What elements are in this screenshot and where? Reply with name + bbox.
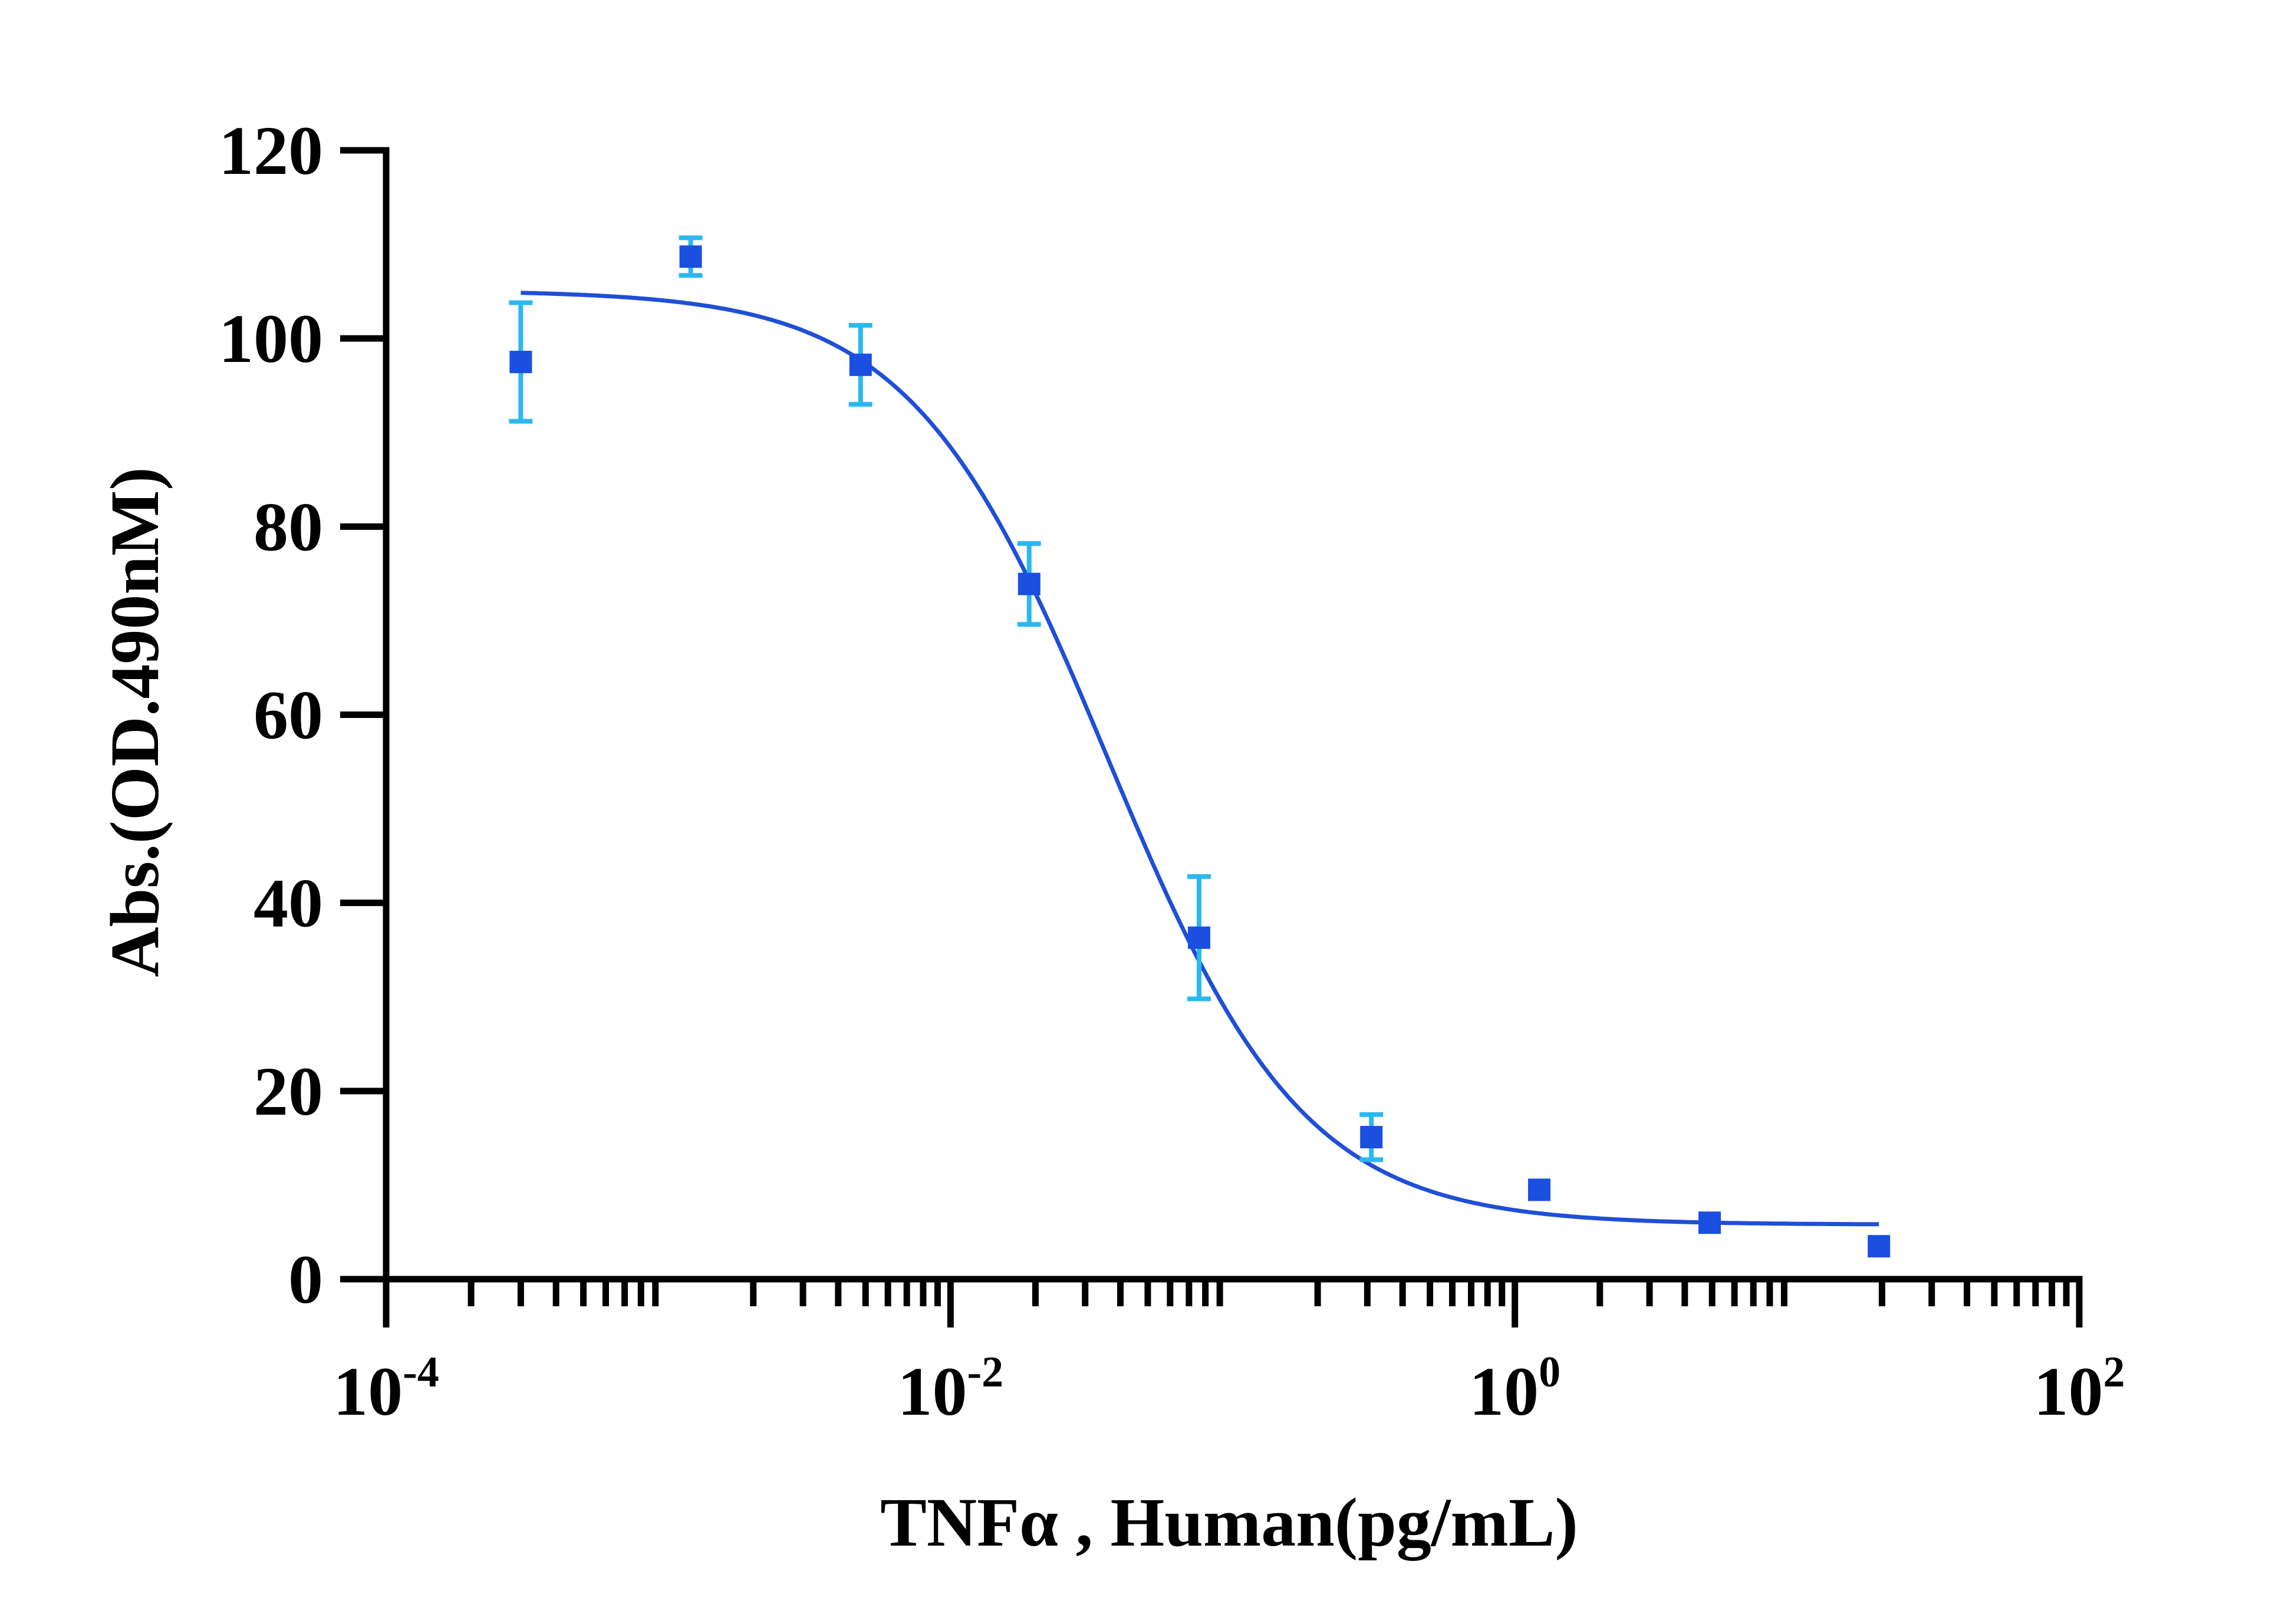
errorbar-layer bbox=[509, 235, 1384, 1162]
y-tick-label: 0 bbox=[288, 1241, 323, 1318]
y-tick-label: 40 bbox=[253, 865, 323, 942]
x-tick-exponent: -4 bbox=[403, 1348, 439, 1396]
x-tick-base: 10 bbox=[2034, 1353, 2103, 1430]
data-point bbox=[1360, 1126, 1383, 1149]
x-tick-base: 10 bbox=[333, 1353, 403, 1430]
x-tick-exponent: 2 bbox=[2103, 1348, 2125, 1396]
fit-curve-layer bbox=[521, 291, 1879, 1227]
x-tick-label: 102 bbox=[2034, 1348, 2125, 1430]
data-point bbox=[1698, 1211, 1721, 1234]
marker-layer bbox=[509, 245, 1891, 1258]
x-tick-base: 10 bbox=[1469, 1353, 1539, 1430]
x-tick-labels: 10-4 10-2 100 102 bbox=[333, 1348, 2125, 1430]
y-tick-labels: 0 20 40 60 80 100 120 bbox=[219, 112, 323, 1318]
y-tick-label: 120 bbox=[219, 112, 323, 189]
data-point bbox=[1868, 1235, 1891, 1258]
y-tick-label: 80 bbox=[253, 488, 323, 565]
data-point bbox=[1528, 1178, 1551, 1201]
x-tick-base: 10 bbox=[898, 1353, 967, 1430]
axes bbox=[340, 147, 2083, 1327]
y-axis-title: Abs.(OD.490nM) bbox=[96, 467, 173, 977]
y-tick-label: 60 bbox=[253, 677, 323, 754]
y-tick-label: 20 bbox=[253, 1053, 323, 1130]
data-point bbox=[1187, 926, 1210, 949]
data-point bbox=[679, 245, 702, 268]
x-axis-title: TNFα , Human(pg/mL) bbox=[880, 1484, 1578, 1561]
x-tick-exponent: 0 bbox=[1539, 1348, 1560, 1396]
data-point bbox=[1018, 572, 1041, 595]
y-tick-label: 100 bbox=[219, 300, 323, 377]
data-point bbox=[509, 351, 532, 374]
x-tick-label: 100 bbox=[1469, 1348, 1560, 1430]
data-point bbox=[849, 353, 872, 376]
x-tick-exponent: -2 bbox=[967, 1348, 1004, 1396]
x-tick-label: 10-4 bbox=[333, 1348, 439, 1430]
fit-curve bbox=[521, 291, 1879, 1227]
x-tick-label: 10-2 bbox=[898, 1348, 1004, 1430]
